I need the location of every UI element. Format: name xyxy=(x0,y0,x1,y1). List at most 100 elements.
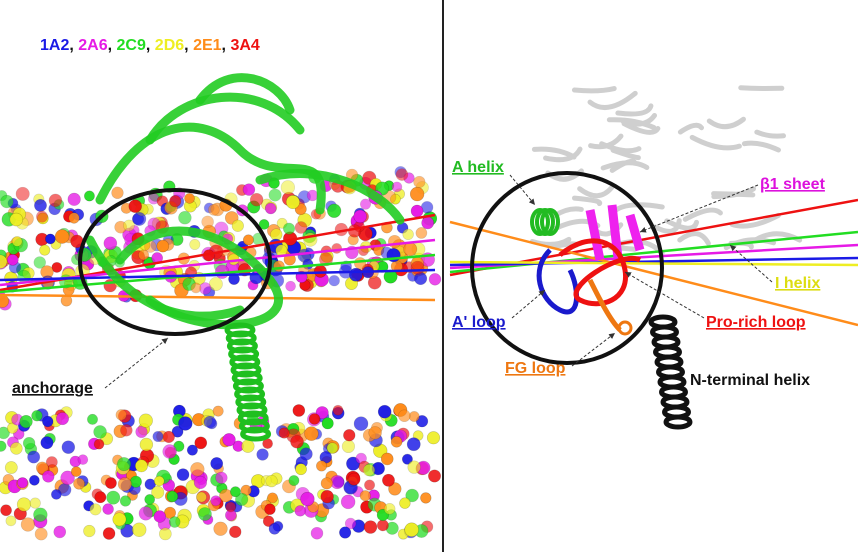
lipid-sphere xyxy=(178,417,192,431)
lipid-sphere xyxy=(322,418,333,429)
lipid-sphere xyxy=(269,523,280,534)
lipid-sphere xyxy=(265,504,276,515)
legend-entry: 2D6 xyxy=(155,37,184,54)
lipid-sphere xyxy=(428,470,440,482)
lipid-sphere xyxy=(17,498,31,512)
lipid-sphere xyxy=(250,193,263,206)
lipid-sphere xyxy=(289,475,299,485)
lipid-sphere xyxy=(42,416,53,427)
lipid-sphere xyxy=(211,496,221,506)
lipid-sphere xyxy=(138,250,148,260)
lipid-sphere xyxy=(378,405,391,418)
lipid-sphere xyxy=(311,527,323,539)
i-helix-label: I helix xyxy=(775,275,820,292)
lipid-sphere xyxy=(0,195,13,208)
lipid-sphere xyxy=(107,491,120,504)
lipid-sphere xyxy=(16,187,29,200)
lipid-sphere xyxy=(408,461,421,474)
lipid-sphere xyxy=(41,437,53,449)
legend-entry: 2A6 xyxy=(78,37,107,54)
lipid-sphere xyxy=(45,234,55,244)
lipid-sphere xyxy=(191,283,201,293)
pro-rich-loop-label: Pro-rich loop xyxy=(706,314,806,331)
lipid-sphere xyxy=(363,464,375,476)
lipid-sphere xyxy=(120,424,132,436)
lipid-sphere xyxy=(120,496,131,507)
lipid-sphere xyxy=(332,243,342,253)
lipid-sphere xyxy=(190,462,204,476)
lipid-sphere xyxy=(281,180,295,194)
lipid-sphere xyxy=(157,240,169,252)
lipid-sphere xyxy=(10,213,23,226)
lipid-sphere xyxy=(226,502,236,512)
lipid-sphere xyxy=(295,221,307,233)
lipid-sphere xyxy=(369,426,382,439)
lipid-sphere xyxy=(135,460,147,472)
fg-loop-label: FG loop xyxy=(505,360,566,377)
a-helix-label: A helix xyxy=(452,159,504,176)
lipid-sphere xyxy=(364,521,377,534)
lipid-sphere xyxy=(130,476,141,487)
lipid-sphere xyxy=(382,474,394,486)
lipid-sphere xyxy=(266,475,278,487)
lipid-sphere xyxy=(154,511,166,523)
lipid-sphere xyxy=(321,490,334,503)
lipid-sphere xyxy=(316,461,326,471)
lipid-sphere xyxy=(416,227,427,238)
figure: 1A2, 2A6, 2C9, 2D6, 2E1, 3A4 anchorage A… xyxy=(0,0,858,552)
lipid-sphere xyxy=(23,437,35,449)
lipid-sphere xyxy=(327,443,338,454)
lipid-sphere xyxy=(399,498,410,509)
lipid-sphere xyxy=(69,213,80,224)
anchorage-label: anchorage xyxy=(12,380,93,397)
lipid-sphere xyxy=(392,182,402,192)
lipid-sphere xyxy=(321,478,332,489)
lipid-sphere xyxy=(34,199,46,211)
lipid-sphere xyxy=(265,203,276,214)
lipid-sphere xyxy=(71,467,81,477)
lipid-sphere xyxy=(269,189,281,201)
lipid-sphere xyxy=(360,490,371,501)
lipid-sphere xyxy=(398,410,410,422)
lipid-sphere xyxy=(140,438,153,451)
lipid-sphere xyxy=(103,528,115,540)
lipid-sphere xyxy=(178,211,191,224)
lipid-sphere xyxy=(286,281,296,291)
lipid-sphere xyxy=(10,442,22,454)
lipid-sphere xyxy=(214,522,228,536)
lipid-sphere xyxy=(396,169,408,181)
lipid-sphere xyxy=(56,412,68,424)
legend-entry: 2E1 xyxy=(193,37,222,54)
lipid-sphere xyxy=(407,438,420,451)
protein-ribbon xyxy=(574,89,614,91)
lipid-sphere xyxy=(190,239,200,249)
lipid-sphere xyxy=(410,187,424,201)
lipid-sphere xyxy=(112,187,124,199)
lipid-sphere xyxy=(105,477,116,488)
lipid-sphere xyxy=(154,476,164,486)
lipid-sphere xyxy=(343,429,355,441)
lipid-sphere xyxy=(283,223,294,234)
lipid-sphere xyxy=(409,411,419,421)
lipid-sphere xyxy=(242,440,255,453)
lipid-sphere xyxy=(103,504,114,515)
lipid-sphere xyxy=(213,406,223,416)
lipid-sphere xyxy=(411,261,424,274)
lipid-sphere xyxy=(21,518,35,532)
lipid-sphere xyxy=(113,513,126,526)
lipid-sphere xyxy=(169,195,181,207)
lipid-sphere xyxy=(7,254,18,265)
legend-entry: 1A2 xyxy=(40,37,69,54)
lipid-sphere xyxy=(377,520,388,531)
lipid-sphere xyxy=(301,492,315,506)
lipid-sphere xyxy=(104,237,117,250)
lipid-sphere xyxy=(117,457,130,470)
lipid-sphere xyxy=(422,217,434,229)
lipid-sphere xyxy=(20,415,33,428)
lipid-sphere xyxy=(54,526,66,538)
lipid-sphere xyxy=(30,498,41,509)
lipid-sphere xyxy=(309,414,320,425)
lipid-sphere xyxy=(381,453,393,465)
lipid-sphere xyxy=(404,243,417,256)
lipid-sphere xyxy=(118,477,131,490)
